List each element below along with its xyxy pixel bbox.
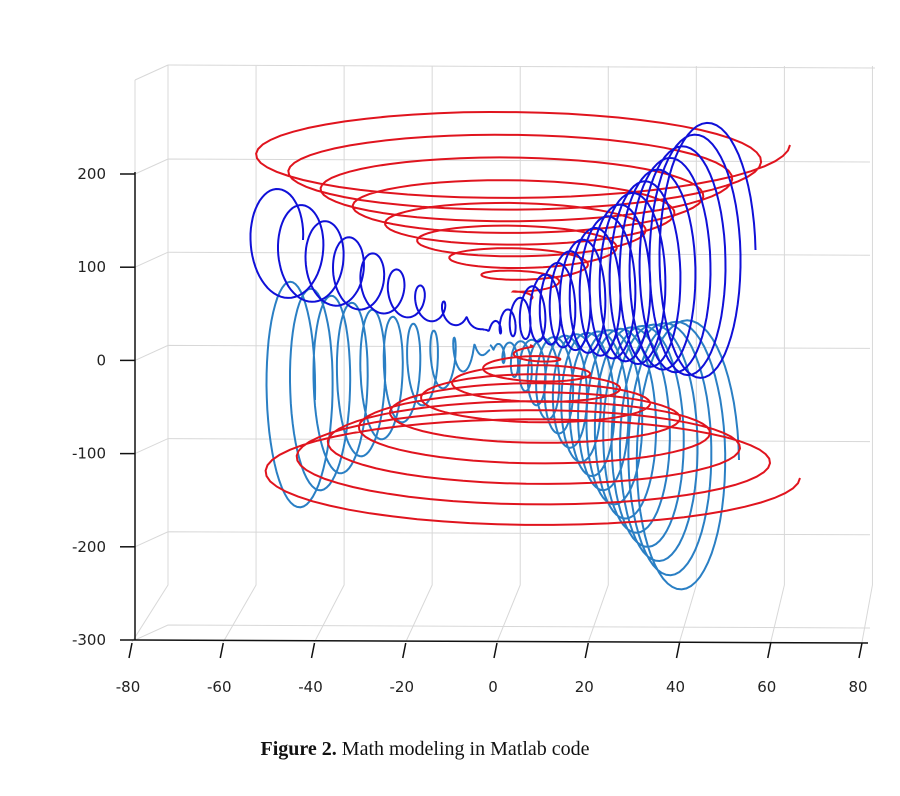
y-tick-label: -300 (72, 631, 106, 649)
x-tick (219, 642, 224, 659)
x-tick-label: -40 (298, 678, 323, 696)
x-tick (767, 642, 772, 659)
x-tick (584, 642, 589, 659)
x-tick (858, 642, 863, 659)
spiral (489, 319, 740, 591)
x-tick-label: -60 (207, 678, 232, 696)
y-tick-label: -200 (72, 538, 106, 556)
x-axis (134, 639, 868, 644)
x-tick-label: 60 (757, 678, 776, 696)
box-edge (167, 64, 876, 69)
y-tick-label: 200 (77, 165, 106, 183)
spiral (264, 344, 801, 526)
spiral (484, 121, 757, 379)
grid-line (496, 66, 521, 643)
x-tick (310, 642, 316, 659)
x-tick (402, 642, 407, 659)
grid-line (222, 66, 257, 643)
caption: Figure 2. Math modeling in Matlab code (260, 738, 589, 760)
spiral (265, 280, 491, 509)
x-tick-label: -80 (116, 678, 141, 696)
y-tick-label: -100 (72, 445, 106, 463)
grid-line (134, 531, 871, 548)
x-tick (128, 642, 133, 659)
x-tick (675, 642, 681, 659)
x-tick-label: 80 (848, 678, 867, 696)
x-tick-label: 0 (488, 678, 498, 696)
grid-line (134, 624, 871, 641)
grid-line (405, 66, 433, 643)
grid-line (861, 66, 873, 643)
spiral (249, 187, 486, 331)
y-tick-label: 0 (96, 351, 106, 369)
x-tick-label: 20 (575, 678, 594, 696)
caption-text: Math modeling in Matlab code (342, 738, 590, 760)
curves (249, 110, 801, 591)
grid-line (770, 66, 785, 643)
grid-line (131, 66, 169, 643)
grid-line (134, 251, 871, 268)
spiral (255, 110, 791, 301)
x-tick-label: -20 (390, 678, 415, 696)
grid-line (679, 66, 697, 643)
x-tick-label: 40 (666, 678, 685, 696)
box-edge (134, 64, 169, 81)
x-tick (493, 642, 498, 659)
caption-label: Figure 2. (260, 738, 336, 760)
y-tick-label: 100 (77, 258, 106, 276)
